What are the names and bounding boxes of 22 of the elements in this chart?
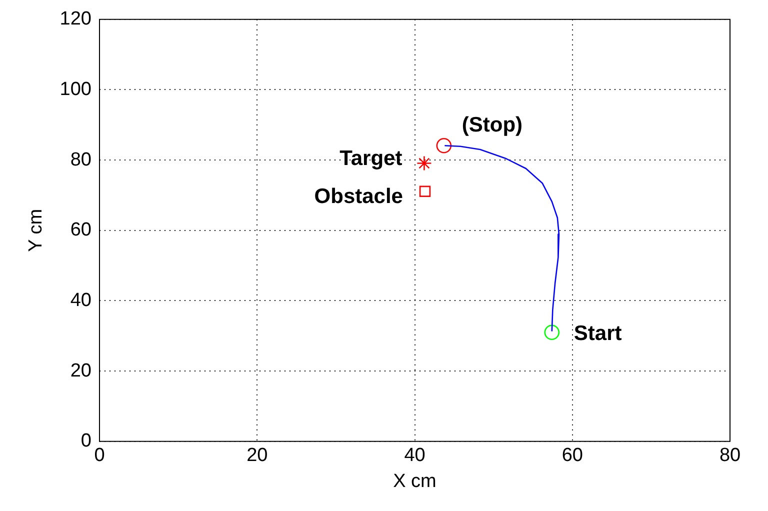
y-tick-label: 80 — [70, 149, 92, 170]
y-tick-label: 120 — [60, 8, 92, 30]
x-axis-title: X cm — [393, 470, 436, 492]
x-tick-label: 60 — [562, 445, 583, 466]
point — [419, 186, 431, 197]
point — [436, 138, 452, 154]
y-tick-label: 60 — [70, 220, 92, 241]
x-tick-label: 0 — [94, 445, 105, 466]
y-tick-label: 40 — [70, 290, 92, 311]
x-tick-label: 20 — [246, 445, 268, 466]
y-tick-label: 0 — [80, 430, 92, 452]
series-label: (Stop) — [462, 113, 523, 136]
y-tick-label: 20 — [70, 360, 92, 382]
series-label: Start — [574, 322, 622, 346]
x-tick-label: 80 — [719, 445, 741, 466]
x-tick-label: 40 — [404, 445, 426, 466]
y-axis-title: Y cm — [26, 208, 47, 252]
series-label: Obstacle — [314, 185, 403, 208]
y-tick-label: 100 — [60, 78, 92, 100]
series-label: Target — [340, 147, 402, 170]
point — [416, 156, 432, 171]
point — [544, 324, 560, 340]
